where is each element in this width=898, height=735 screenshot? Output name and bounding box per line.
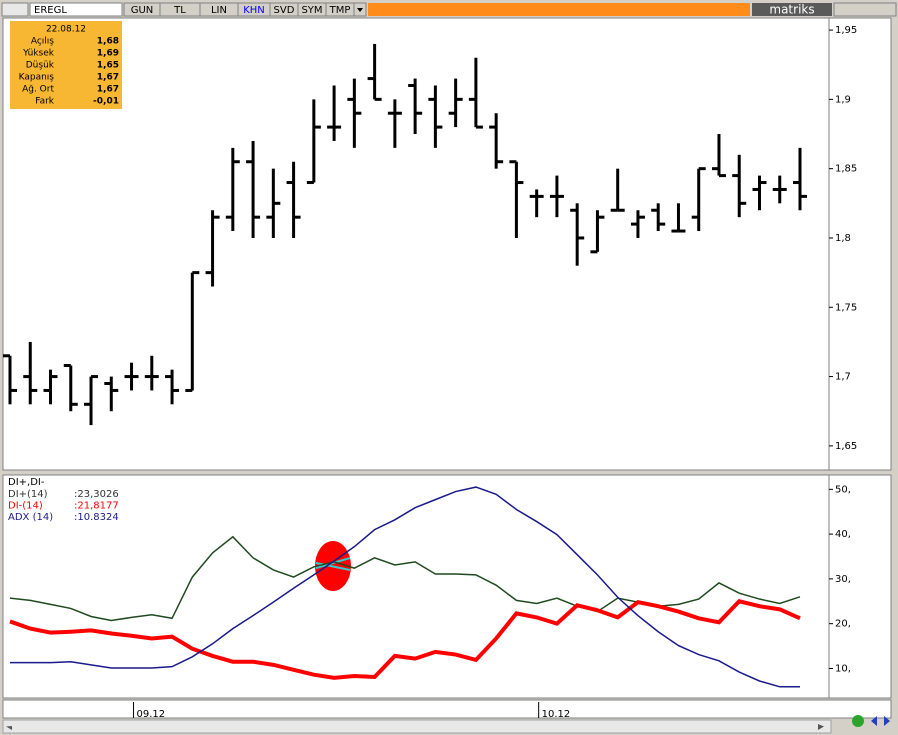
brand: matriks (769, 3, 814, 17)
next-button[interactable] (884, 716, 890, 726)
toolbar-button-label: SYM (301, 5, 322, 16)
cross-line (315, 557, 351, 569)
toolbar-button-label: TMP (329, 5, 351, 16)
indicator-panel (2, 474, 892, 699)
status-bar (368, 3, 750, 16)
x-tick-label: 10.12 (542, 709, 571, 720)
x-tick-label: 09.12 (137, 709, 166, 720)
y-tick-label: 10, (835, 663, 851, 674)
toolbar-button-label: KHN (243, 5, 265, 16)
indicator-line (9, 535, 801, 622)
brand-box (752, 3, 832, 16)
y-tick-label: 1,65 (835, 441, 857, 452)
legend-reading: :21,8177 (74, 501, 119, 512)
y-tick-label: 1,7 (835, 372, 851, 383)
info-label: Açılış (31, 37, 54, 47)
y-tick-label: 1,95 (835, 25, 857, 36)
info-value: 1,67 (97, 85, 119, 95)
info-label: Kapanış (19, 73, 55, 83)
y-tick-label: 1,85 (835, 164, 857, 175)
window-buttons[interactable] (833, 2, 897, 17)
info-value: -0,01 (93, 97, 119, 107)
legend-name: ADX (14) (8, 512, 53, 523)
dropdown-arrow (357, 8, 363, 12)
info-date: 22.08.12 (46, 25, 86, 35)
toolbar-button-label: SVD (274, 5, 295, 16)
scroll-left[interactable] (6, 726, 12, 730)
info-label: Düşük (26, 61, 55, 71)
toolbar-button-label: GUN (131, 5, 154, 16)
info-box (10, 21, 122, 109)
info-value: 1,65 (97, 61, 119, 71)
info-label: Ağ. Ort (22, 85, 54, 95)
prev-button[interactable] (871, 716, 877, 726)
info-value: 1,69 (97, 49, 119, 59)
logo-icon[interactable] (1, 2, 29, 17)
y-tick-label: 1,8 (835, 233, 851, 244)
indicator-line (9, 599, 801, 680)
x-axis-strip (2, 699, 892, 719)
info-value: 1,68 (97, 37, 119, 47)
y-tick-label: 20, (835, 619, 851, 630)
legend-name: DI+(14) (8, 489, 48, 500)
refresh-button[interactable] (852, 715, 864, 727)
indicator-line (10, 486, 800, 688)
scrollbar[interactable] (2, 719, 832, 734)
legend-reading: :10.8324 (74, 512, 119, 523)
legend-name: DI-(14) (8, 501, 43, 512)
y-tick-label: 50, (835, 484, 851, 495)
info-label: Fark (35, 97, 55, 107)
y-tick-label: 1,75 (835, 302, 857, 313)
indicator-title: DI+,DI- (8, 477, 45, 488)
info-value: 1,67 (97, 73, 119, 83)
y-tick-label: 1,9 (835, 94, 851, 105)
y-tick-label: 30, (835, 574, 851, 585)
y-tick-label: 40, (835, 529, 851, 540)
toolbar-button-label: LIN (211, 5, 227, 16)
symbol-box[interactable] (29, 2, 123, 17)
legend-reading: :23,3026 (74, 489, 119, 500)
price-panel (2, 17, 892, 471)
info-label: Yüksek (22, 49, 55, 59)
symbol: EREGL (34, 5, 67, 16)
toolbar-button-label: TL (173, 5, 186, 16)
scroll-right[interactable] (818, 724, 824, 730)
